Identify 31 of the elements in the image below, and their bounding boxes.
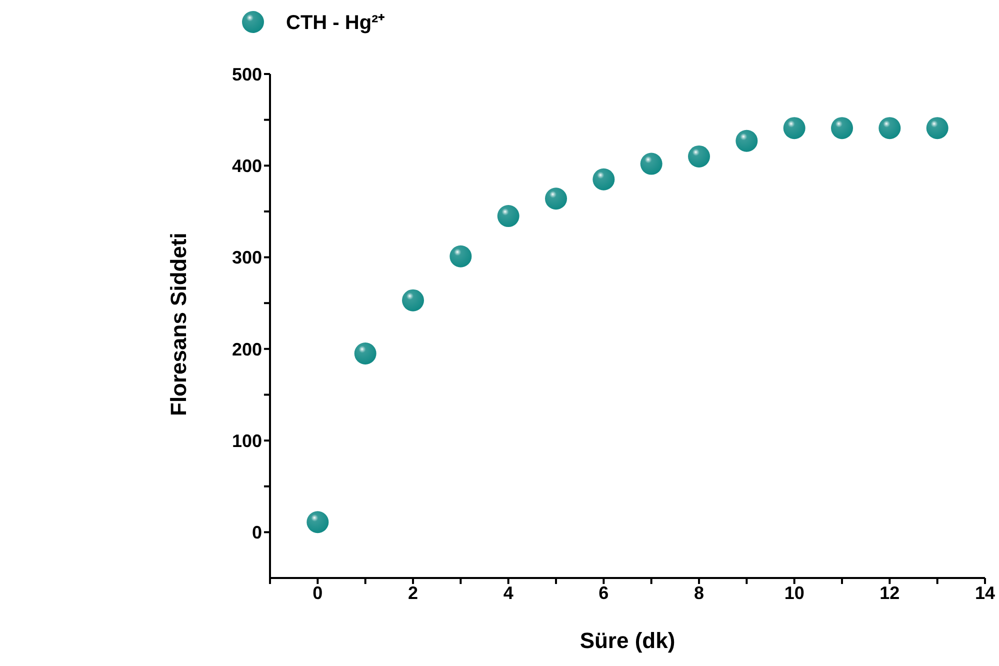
x-tick-label: 0: [312, 582, 323, 603]
point: [878, 117, 901, 140]
x-tick-label: 6: [598, 582, 609, 603]
point: [592, 168, 615, 190]
x-tick-label: 10: [784, 582, 804, 603]
point: [306, 511, 329, 534]
y-axis-title: Floresans Siddeti: [166, 232, 191, 416]
y-tick-label: 0: [252, 522, 262, 543]
x-tick-label: 14: [974, 582, 996, 603]
point: [688, 145, 710, 168]
legend-label: CTH - Hg²⁺: [286, 11, 386, 35]
x-tick-label: 2: [408, 582, 418, 603]
point: [926, 117, 948, 140]
point: [497, 205, 520, 228]
point: [450, 245, 472, 268]
x-tick-label: 4: [503, 582, 514, 603]
y-tick-label: 200: [232, 339, 262, 360]
y-tick-label: 400: [232, 156, 262, 176]
x-tick-label: 12: [880, 582, 900, 603]
point: [354, 342, 376, 364]
x-axis-title: Süre (dk): [580, 628, 676, 653]
point: [402, 289, 424, 312]
point: [736, 130, 758, 152]
y-tick-label: 100: [232, 430, 262, 451]
point: [545, 188, 567, 210]
point: [640, 152, 662, 175]
x-tick-label: 8: [694, 582, 704, 603]
y-tick-label: 300: [232, 248, 262, 268]
point: [831, 117, 853, 140]
y-tick-label: 500: [232, 64, 262, 84]
point: [783, 117, 806, 140]
